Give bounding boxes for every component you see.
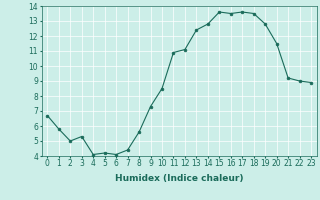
X-axis label: Humidex (Indice chaleur): Humidex (Indice chaleur) (115, 174, 244, 183)
